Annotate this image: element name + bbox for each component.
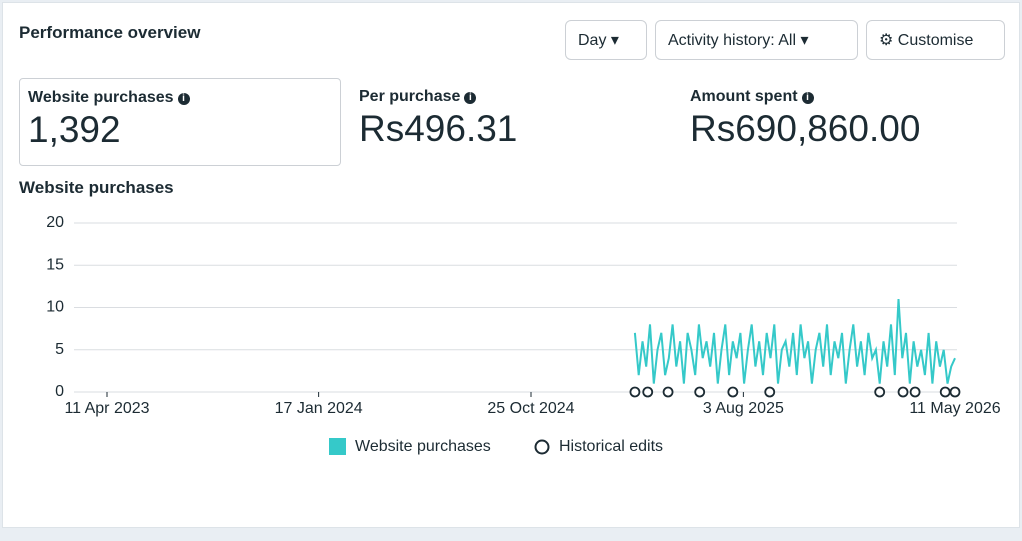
y-tick-label: 20 xyxy=(46,214,64,231)
label: Activity history: All xyxy=(668,32,797,49)
edit-marker xyxy=(642,386,654,398)
metric-card[interactable]: Per purchase i Rs496.31 xyxy=(351,78,673,166)
title: Performance overview xyxy=(19,23,201,42)
metric-label: Per purchase xyxy=(359,88,461,105)
edit-marker xyxy=(874,386,886,398)
edit-marker xyxy=(949,386,961,398)
line-series xyxy=(633,299,956,384)
label: Day xyxy=(578,32,607,49)
edit-marker xyxy=(909,386,921,398)
legend-label: Historical edits xyxy=(559,438,663,455)
metric-value: 1,392 xyxy=(28,109,121,150)
y-tick-label: 10 xyxy=(46,299,64,316)
metric-label: Website purchases xyxy=(28,89,174,106)
customise-button[interactable]: ⚙ Customise xyxy=(866,20,1005,60)
day-button[interactable]: Day ▾ xyxy=(565,20,647,60)
x-tick-label: 17 Jan 2024 xyxy=(275,400,363,417)
metric-card[interactable]: Amount spent i Rs690,860.00 xyxy=(682,78,1004,166)
label: Customise xyxy=(897,32,974,49)
x-tick-label: 11 May 2026 xyxy=(909,400,1000,417)
edit-marker xyxy=(939,386,951,398)
edit-marker xyxy=(694,386,706,398)
metric-value: Rs690,860.00 xyxy=(690,108,921,149)
x-tick-label: 3 Aug 2025 xyxy=(703,400,784,417)
info-icon[interactable]: i xyxy=(801,92,814,104)
chart: Website purchases Historical edits 0 5 10 1… xyxy=(46,214,1001,455)
y-tick-label: 0 xyxy=(55,383,64,400)
edit-marker xyxy=(897,386,909,398)
info-icon[interactable]: i xyxy=(464,92,477,104)
edit-marker xyxy=(727,386,739,398)
edit-marker xyxy=(764,386,776,398)
edit-marker xyxy=(629,386,641,398)
x-tick-label: 11 Apr 2023 xyxy=(64,400,149,417)
metric-value: Rs496.31 xyxy=(359,108,518,149)
y-tick-label: 5 xyxy=(55,341,64,358)
legend-swatch xyxy=(329,438,346,455)
metric-label: Amount spent xyxy=(690,88,798,105)
legend-label: Website purchases xyxy=(355,438,491,455)
y-tick-label: 15 xyxy=(46,256,64,273)
metric-card[interactable]: Website purchases i 1,392 xyxy=(19,78,341,166)
chart-title: Website purchases xyxy=(19,178,174,197)
info-icon[interactable]: i xyxy=(177,93,190,105)
x-tick-label: 25 Oct 2024 xyxy=(487,400,574,417)
edit-marker xyxy=(662,386,674,398)
legend-edit-icon xyxy=(534,439,550,455)
activity-button[interactable]: Activity history: All ▾ xyxy=(655,20,858,60)
